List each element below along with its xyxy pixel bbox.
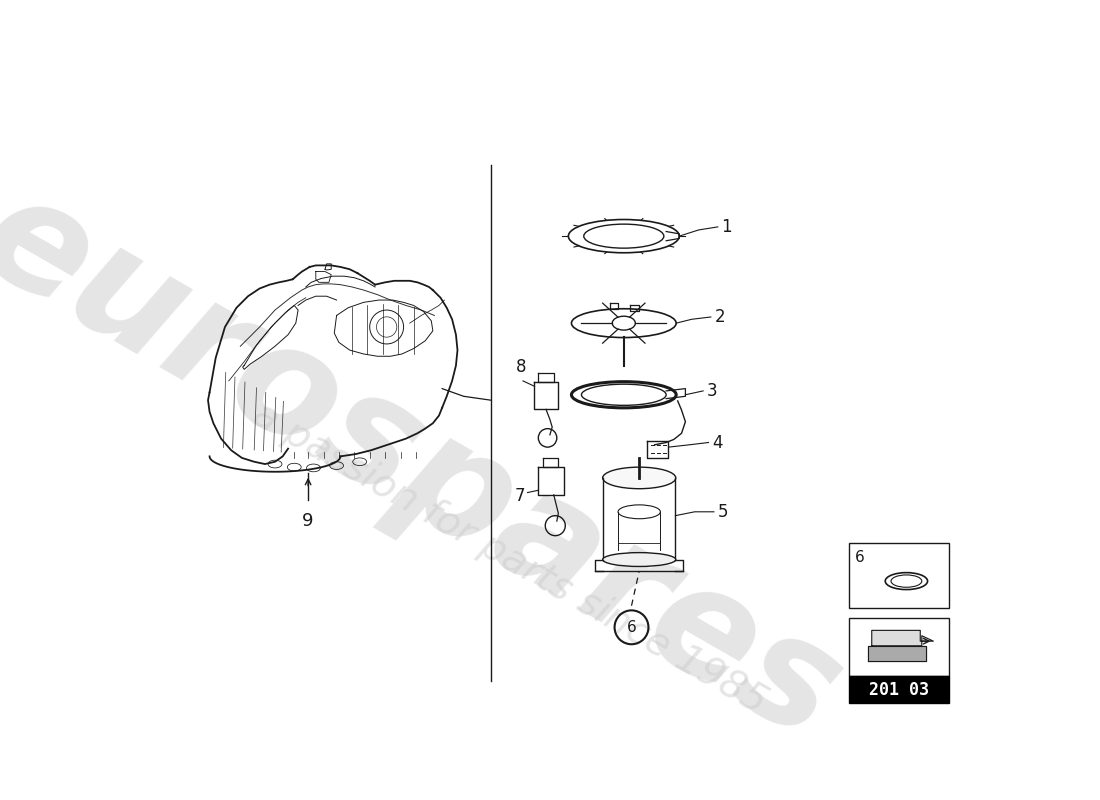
Text: 201 03: 201 03 bbox=[869, 681, 928, 698]
Text: 1: 1 bbox=[722, 218, 733, 236]
Bar bbox=[849, 676, 948, 702]
Bar bbox=[849, 618, 948, 676]
Polygon shape bbox=[868, 646, 926, 661]
Text: 2: 2 bbox=[715, 308, 725, 326]
Text: 7: 7 bbox=[515, 487, 525, 506]
Bar bbox=[849, 542, 948, 608]
Text: eurospares: eurospares bbox=[0, 159, 866, 772]
Text: 6: 6 bbox=[855, 550, 865, 566]
Polygon shape bbox=[871, 630, 933, 646]
Text: 6: 6 bbox=[627, 620, 637, 635]
Text: 9: 9 bbox=[302, 512, 313, 530]
Text: 8: 8 bbox=[516, 358, 527, 376]
Ellipse shape bbox=[603, 467, 675, 489]
Text: 5: 5 bbox=[717, 503, 728, 521]
Text: 4: 4 bbox=[713, 434, 723, 451]
Text: a passion for parts since 1985: a passion for parts since 1985 bbox=[246, 394, 773, 722]
Ellipse shape bbox=[603, 553, 675, 566]
Text: 3: 3 bbox=[707, 382, 717, 400]
